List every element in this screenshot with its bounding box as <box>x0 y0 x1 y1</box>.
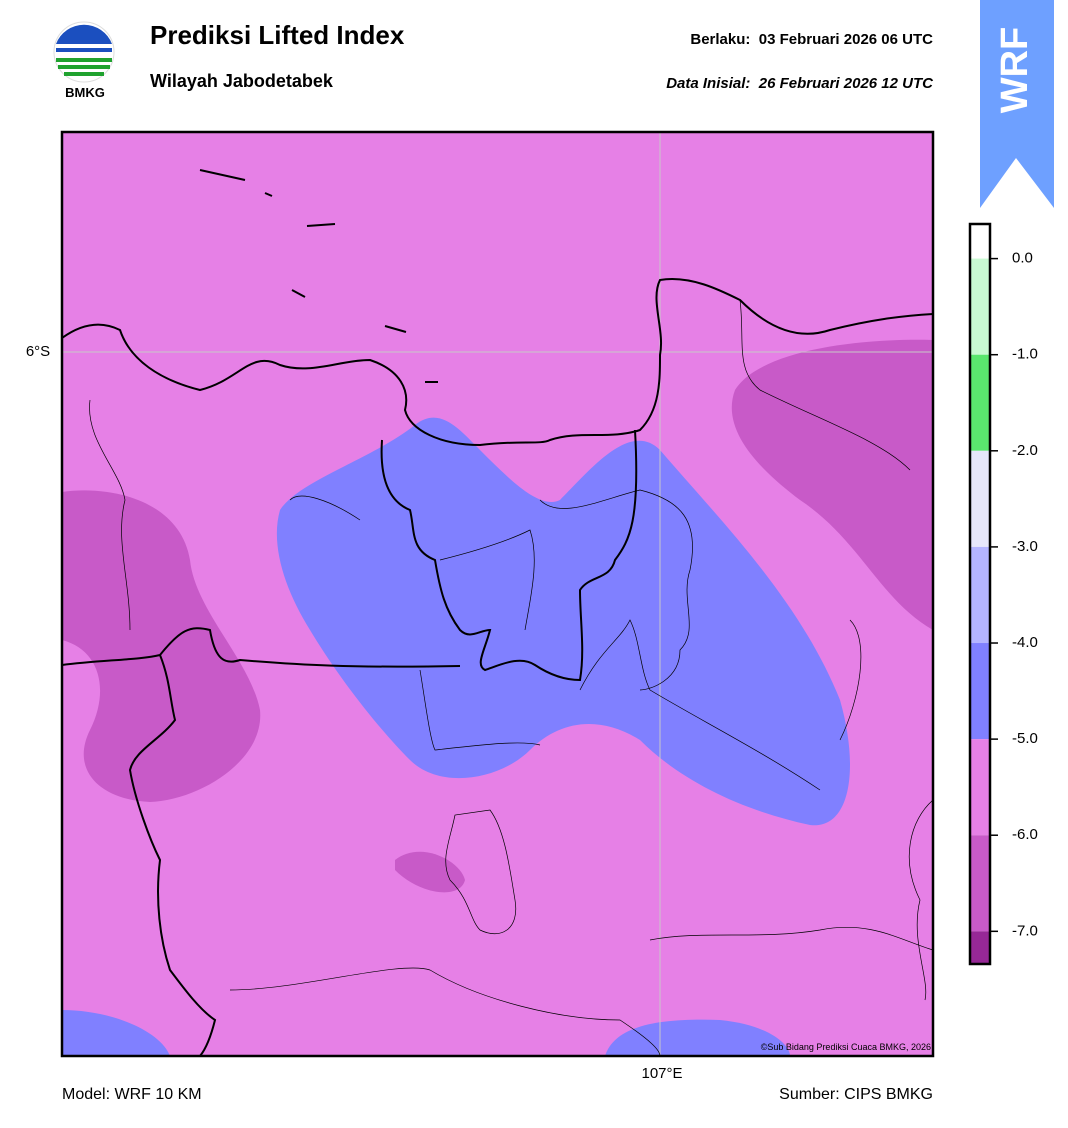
colorbar-band <box>970 835 990 932</box>
colorbar: 0.0 -1.0 -2.0 -3.0 -4.0 -5.0 -6.0 -7.0 <box>968 222 1038 966</box>
colorbar-band <box>970 931 990 964</box>
colorbar-band <box>970 354 990 451</box>
colorbar-tick-label: -1.0 <box>1012 346 1038 363</box>
title: Prediksi Lifted Index <box>150 20 405 50</box>
lon-label: 107°E <box>641 1065 682 1082</box>
map-field <box>62 132 933 1056</box>
colorbar-tick-label: -7.0 <box>1012 922 1038 939</box>
lat-label: 6°S <box>26 343 50 360</box>
valid-time: 03 Februari 2026 06 UTC <box>758 31 933 48</box>
colorbar-band <box>970 643 990 740</box>
colorbar-band <box>970 224 990 259</box>
colorbar-band <box>970 546 990 644</box>
badge-text: WRF <box>994 27 1036 114</box>
colorbar-tick-label: 0.0 <box>1012 250 1033 267</box>
colorbar-band <box>970 258 990 355</box>
init-label: Data Inisial: <box>666 75 751 92</box>
colorbar-tick-label: -5.0 <box>1012 730 1038 747</box>
colorbar-frame <box>968 222 992 966</box>
logo-text: BMKG <box>65 85 105 100</box>
wrf-badge: WRF <box>980 0 1054 208</box>
colorbar-tick-label: -4.0 <box>1012 634 1038 651</box>
colorbar-tick-label: -6.0 <box>1012 826 1038 843</box>
subtitle: Wilayah Jabodetabek <box>150 71 333 91</box>
model-label: Model: WRF 10 KM <box>62 1086 202 1103</box>
credit: ©Sub Bidang Prediksi Cuaca BMKG, 2026 <box>761 1042 931 1052</box>
colorbar-tick-label: -2.0 <box>1012 442 1038 459</box>
colorbar-band <box>970 739 990 836</box>
colorbar-tick-label: -3.0 <box>1012 538 1038 555</box>
colorbar-band <box>970 450 990 547</box>
source-label: Sumber: CIPS BMKG <box>779 1086 933 1103</box>
init-time: 26 Februari 2026 12 UTC <box>758 75 933 92</box>
valid-label: Berlaku: <box>690 31 751 48</box>
logo: BMKG <box>53 21 115 100</box>
